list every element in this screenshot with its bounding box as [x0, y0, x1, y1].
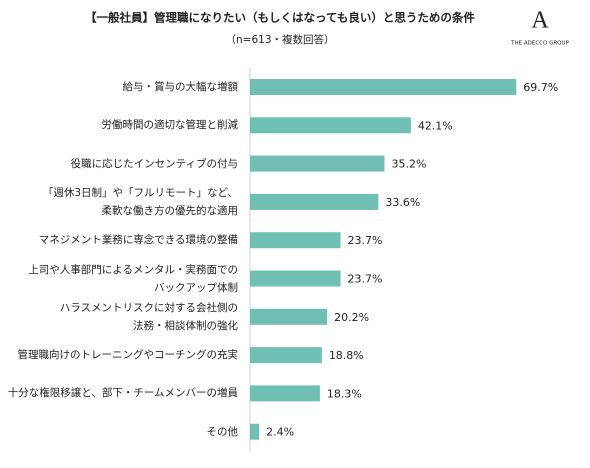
category-label: 上司や人事部門によるメンタル・実務面での バックアップ体制: [28, 263, 238, 294]
bar: [250, 270, 341, 287]
logo-mark: A: [531, 8, 549, 34]
bar: [250, 193, 379, 210]
category-label: 労働時間の適切な管理と削減: [101, 119, 239, 132]
value-label: 42.1%: [418, 119, 453, 132]
value-label: 35.2%: [391, 158, 426, 171]
logo-text: THE ADECCO GROUP: [510, 41, 569, 47]
category-label: 役職に応じたインセンティブの付与: [70, 157, 238, 170]
chart-subtitle: （n=613・複数回答）: [226, 33, 335, 46]
value-label: 20.2%: [334, 311, 369, 324]
bar: [250, 117, 411, 134]
value-label: 18.3%: [327, 387, 362, 400]
bar: [250, 155, 385, 172]
category-label: 給与・賞与の大幅な増額: [122, 81, 239, 93]
category-label: マネジメント業務に専念できる環境の整備: [38, 234, 238, 247]
category-label: ハラスメントリスクに対する会社側の 法務・相談体制の強化: [59, 301, 238, 332]
value-label: 18.8%: [329, 349, 364, 362]
bar: [250, 347, 322, 364]
value-label: 2.4%: [266, 426, 294, 439]
value-label: 23.7%: [348, 234, 383, 247]
category-label: 管理職向けのトレーニングやコーチングの充実: [17, 349, 239, 362]
bar: [250, 232, 341, 249]
category-label: その他: [206, 425, 239, 438]
category-label: 「週休3日制」や「フルリモート」など、 柔軟な働き方の優先的な適用: [42, 186, 238, 217]
bar: [250, 423, 260, 440]
chart-title: 【一般社員】管理職になりたい（もしくはなっても良い）と思うための条件: [85, 11, 475, 25]
bar: [250, 385, 320, 402]
value-label: 33.6%: [385, 196, 420, 209]
bar: [250, 308, 328, 325]
bar: [250, 79, 517, 95]
value-label: 69.7%: [523, 81, 558, 94]
category-label: 十分な権限移譲と、部下・チームメンバーの増員: [7, 387, 238, 400]
value-label: 23.7%: [348, 273, 383, 286]
